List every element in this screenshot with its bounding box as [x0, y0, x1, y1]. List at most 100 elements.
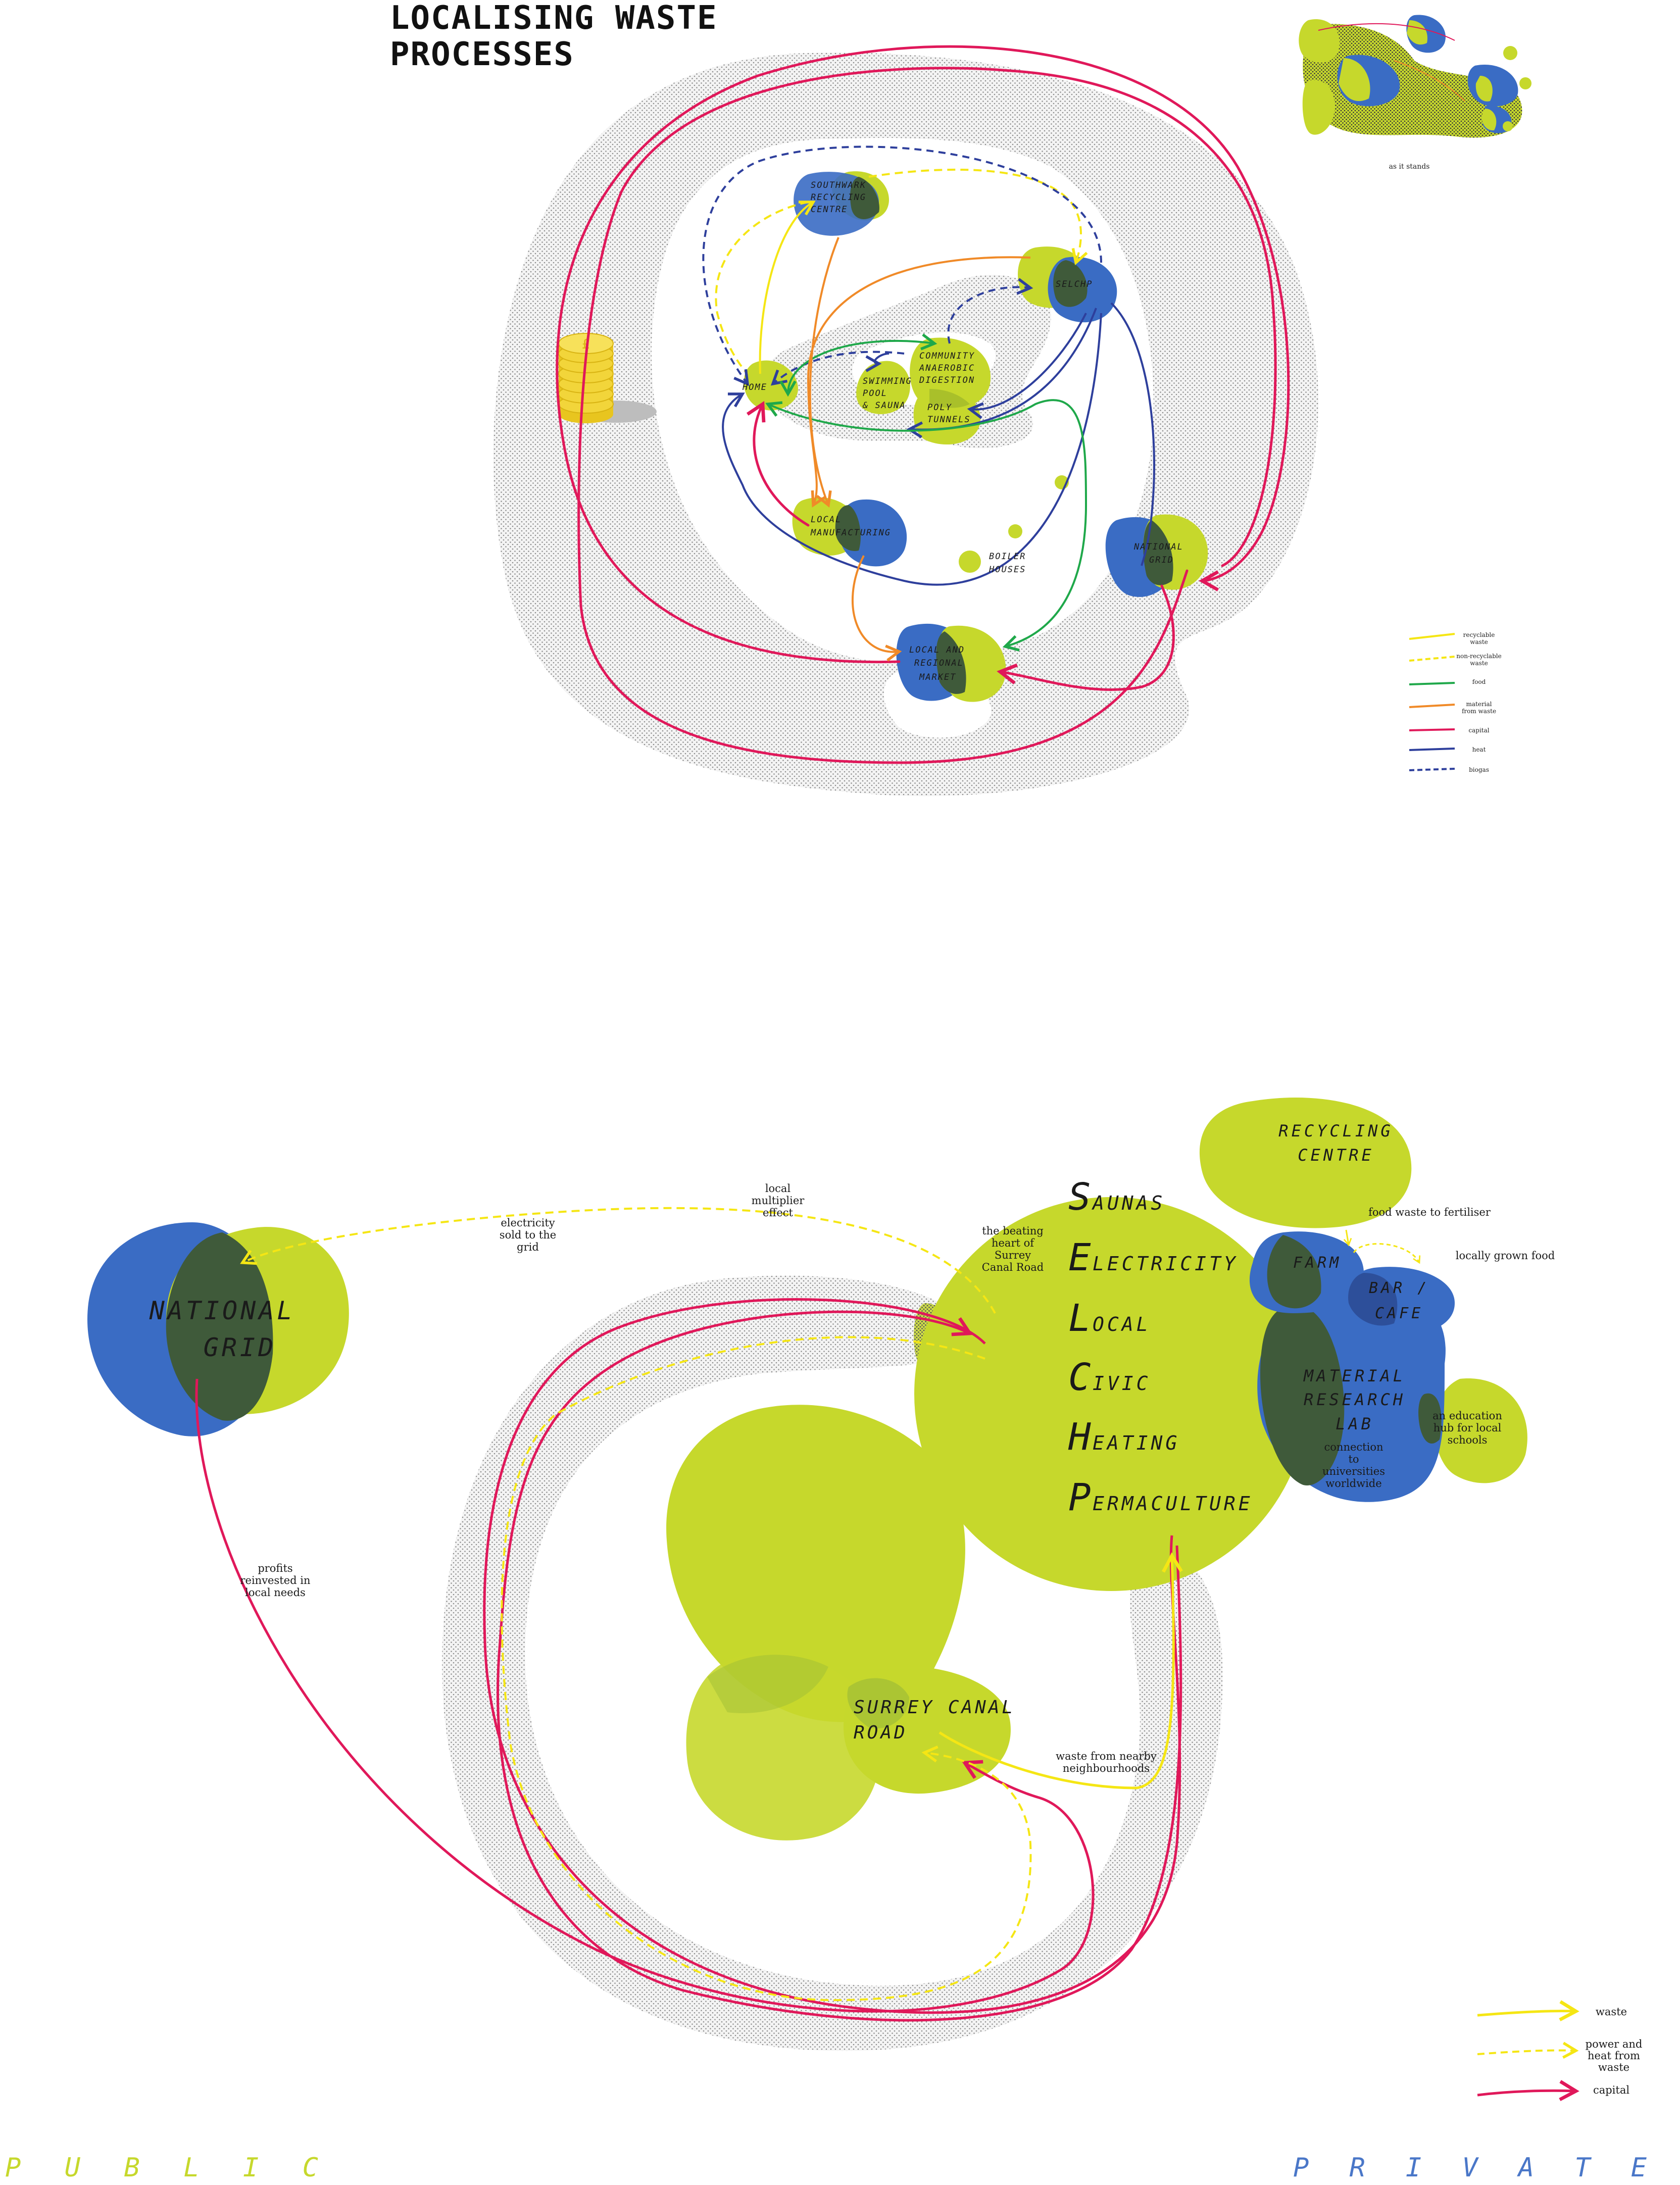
ann-profits-3: local needs: [245, 1586, 306, 1599]
label-poly-1: POLY: [927, 403, 952, 413]
label-recycling-2: CENTRE: [1298, 1146, 1374, 1165]
legend-bottom-power-2: heat from: [1588, 2050, 1640, 2062]
ann-locally-grown: locally grown food: [1456, 1250, 1555, 1262]
ann-food-waste: food waste to fertiliser: [1368, 1206, 1491, 1218]
footer-public-letter: C: [302, 2153, 318, 2183]
label-poly-2: TUNNELS: [927, 415, 971, 425]
label-swimming-2: POOL: [863, 388, 887, 399]
node-national-grid: NATIONAL GRID: [87, 1222, 349, 1436]
acronym-initial-e: E: [1068, 1236, 1091, 1279]
label-community-2: ANAEROBIC: [919, 363, 975, 373]
acronym-rest-l: OCAL: [1093, 1313, 1151, 1335]
bottom-diagram: NATIONAL GRID SURREY CANAL ROAD RECYCLIN…: [87, 1098, 1642, 2101]
bottom-power-flows: [240, 1207, 1032, 2002]
footer-private-letter: E: [1630, 2153, 1647, 2183]
top-recyclable-flows: [759, 201, 816, 374]
node-southwark: [794, 171, 889, 236]
ann-waste-nearby-2: neighbourhoods: [1063, 1762, 1150, 1774]
label-lab-3: LAB: [1336, 1414, 1374, 1433]
footer-public: P U B L I C: [5, 2153, 318, 2183]
ann-electricity-3: grid: [517, 1241, 539, 1253]
top-capital-flows: [556, 45, 1290, 764]
top-legend: recyclable waste non-recyclable waste fo…: [1409, 631, 1502, 773]
label-market-2: REGIONAL: [914, 658, 964, 668]
top-diagram: £: [493, 15, 1531, 797]
legend-bottom-waste: waste: [1596, 2006, 1627, 2018]
ann-multiplier-3: effect: [763, 1207, 794, 1219]
label-swimming-3: & SAUNA: [862, 401, 906, 411]
label-national-grid-bottom-2: GRID: [204, 1333, 276, 1362]
legend-top-heat: heat: [1472, 746, 1486, 753]
footer-private-letter: A: [1518, 2153, 1535, 2183]
ann-education-1: an education: [1432, 1410, 1502, 1422]
bottom-legend: waste power and heat from waste capital: [1477, 2000, 1642, 2101]
bottom-waste-flows: [938, 1552, 1183, 1790]
label-home: HOME: [742, 382, 767, 392]
ann-heart-3: Surrey: [995, 1249, 1031, 1261]
ann-profits-1: profits: [258, 1562, 292, 1574]
annotations: local multiplier effect electricity sold…: [240, 1182, 1555, 1774]
ann-multiplier-1: local: [765, 1182, 791, 1195]
node-national-grid-top: [1105, 514, 1208, 597]
label-community-3: DIGESTION: [919, 375, 975, 385]
coin-stack-icon: £: [558, 333, 657, 423]
acronym-rest-p: ERMACULTURE: [1093, 1493, 1253, 1515]
legend-top-food: food: [1472, 678, 1486, 685]
label-manufacturing-2: MANUFACTURING: [810, 528, 891, 538]
label-national-grid-2: GRID: [1149, 555, 1174, 565]
acronym-rest-s: AUNAS: [1092, 1192, 1165, 1214]
label-market-3: MARKET: [919, 672, 956, 682]
top-food-flows: [765, 333, 1088, 652]
legend-top-material-2: from waste: [1462, 708, 1496, 715]
ann-connection-4: worldwide: [1325, 1477, 1381, 1489]
top-dotted-ring: [493, 53, 1319, 797]
label-lab-1: MATERIAL: [1303, 1366, 1406, 1385]
label-boiler-1: BOILER: [989, 552, 1026, 562]
ann-connection-1: connection: [1324, 1441, 1383, 1453]
footer-public-letter: I: [242, 2153, 259, 2183]
label-southwark-2: RECYCLING: [811, 192, 866, 203]
ann-heart-2: heart of: [992, 1237, 1035, 1249]
ann-waste-nearby-1: waste from nearby: [1056, 1750, 1157, 1762]
footer-public-letter: U: [64, 2153, 81, 2183]
ann-electricity-2: sold to the: [500, 1229, 556, 1241]
label-southwark-3: CENTRE: [811, 205, 848, 215]
acronym-initial-p: P: [1068, 1476, 1091, 1519]
acronym-initial-l: L: [1068, 1297, 1091, 1340]
label-lab-2: RESEARCH: [1304, 1390, 1406, 1409]
node-recycling-centre: RECYCLING CENTRE: [1199, 1098, 1412, 1228]
label-manufacturing-1: LOCAL: [811, 515, 842, 525]
ann-education-2: hub for local: [1434, 1422, 1502, 1434]
footer-public-letter: B: [124, 2153, 140, 2183]
label-national-grid-bottom-1: NATIONAL: [149, 1296, 295, 1325]
ann-heart-1: the beating: [982, 1225, 1044, 1237]
footer-public-letter: P: [5, 2153, 21, 2183]
title-line-2: PROCESSES: [390, 36, 574, 73]
label-boiler-2: HOUSES: [989, 565, 1026, 575]
label-recycling-1: RECYCLING: [1278, 1121, 1393, 1140]
top-nonrecyclable-flows: [715, 168, 1088, 375]
label-market-1: LOCAL AND: [909, 645, 965, 655]
acronym-rest-c: IVIC: [1093, 1372, 1151, 1395]
label-surrey-2: ROAD: [854, 1722, 908, 1743]
footer-private-letter: R: [1349, 2153, 1365, 2183]
label-southwark-1: SOUTHWARK: [811, 180, 866, 190]
label-farm: FARM: [1293, 1254, 1342, 1272]
label-surrey-1: SURREY CANAL: [854, 1697, 1015, 1718]
ann-connection-2: to: [1348, 1453, 1359, 1465]
footer-private-letter: P: [1293, 2153, 1309, 2183]
ann-multiplier-2: multiplier: [752, 1195, 805, 1207]
ann-heart-4: Canal Road: [982, 1261, 1044, 1273]
footer-public-letter: L: [183, 2153, 200, 2183]
ann-profits-2: reinvested in: [240, 1574, 310, 1586]
acronym-initial-s: S: [1068, 1175, 1091, 1219]
node-selchp-big: [914, 1197, 1308, 1591]
acronym-rest-e: LECTRICITY: [1093, 1253, 1239, 1275]
legend-top-recyclable-1: recyclable: [1463, 631, 1495, 638]
legend-top-nonrecyclable-1: non-recyclable: [1456, 653, 1501, 660]
title-line-1: LOCALISING WASTE: [390, 0, 718, 37]
top-node-labels: SOUTHWARK RECYCLING CENTRE SELCHP HOME S…: [742, 180, 1182, 682]
inset-thumbnail: as it stands: [1299, 15, 1531, 171]
acronym-initial-h: H: [1068, 1415, 1091, 1459]
